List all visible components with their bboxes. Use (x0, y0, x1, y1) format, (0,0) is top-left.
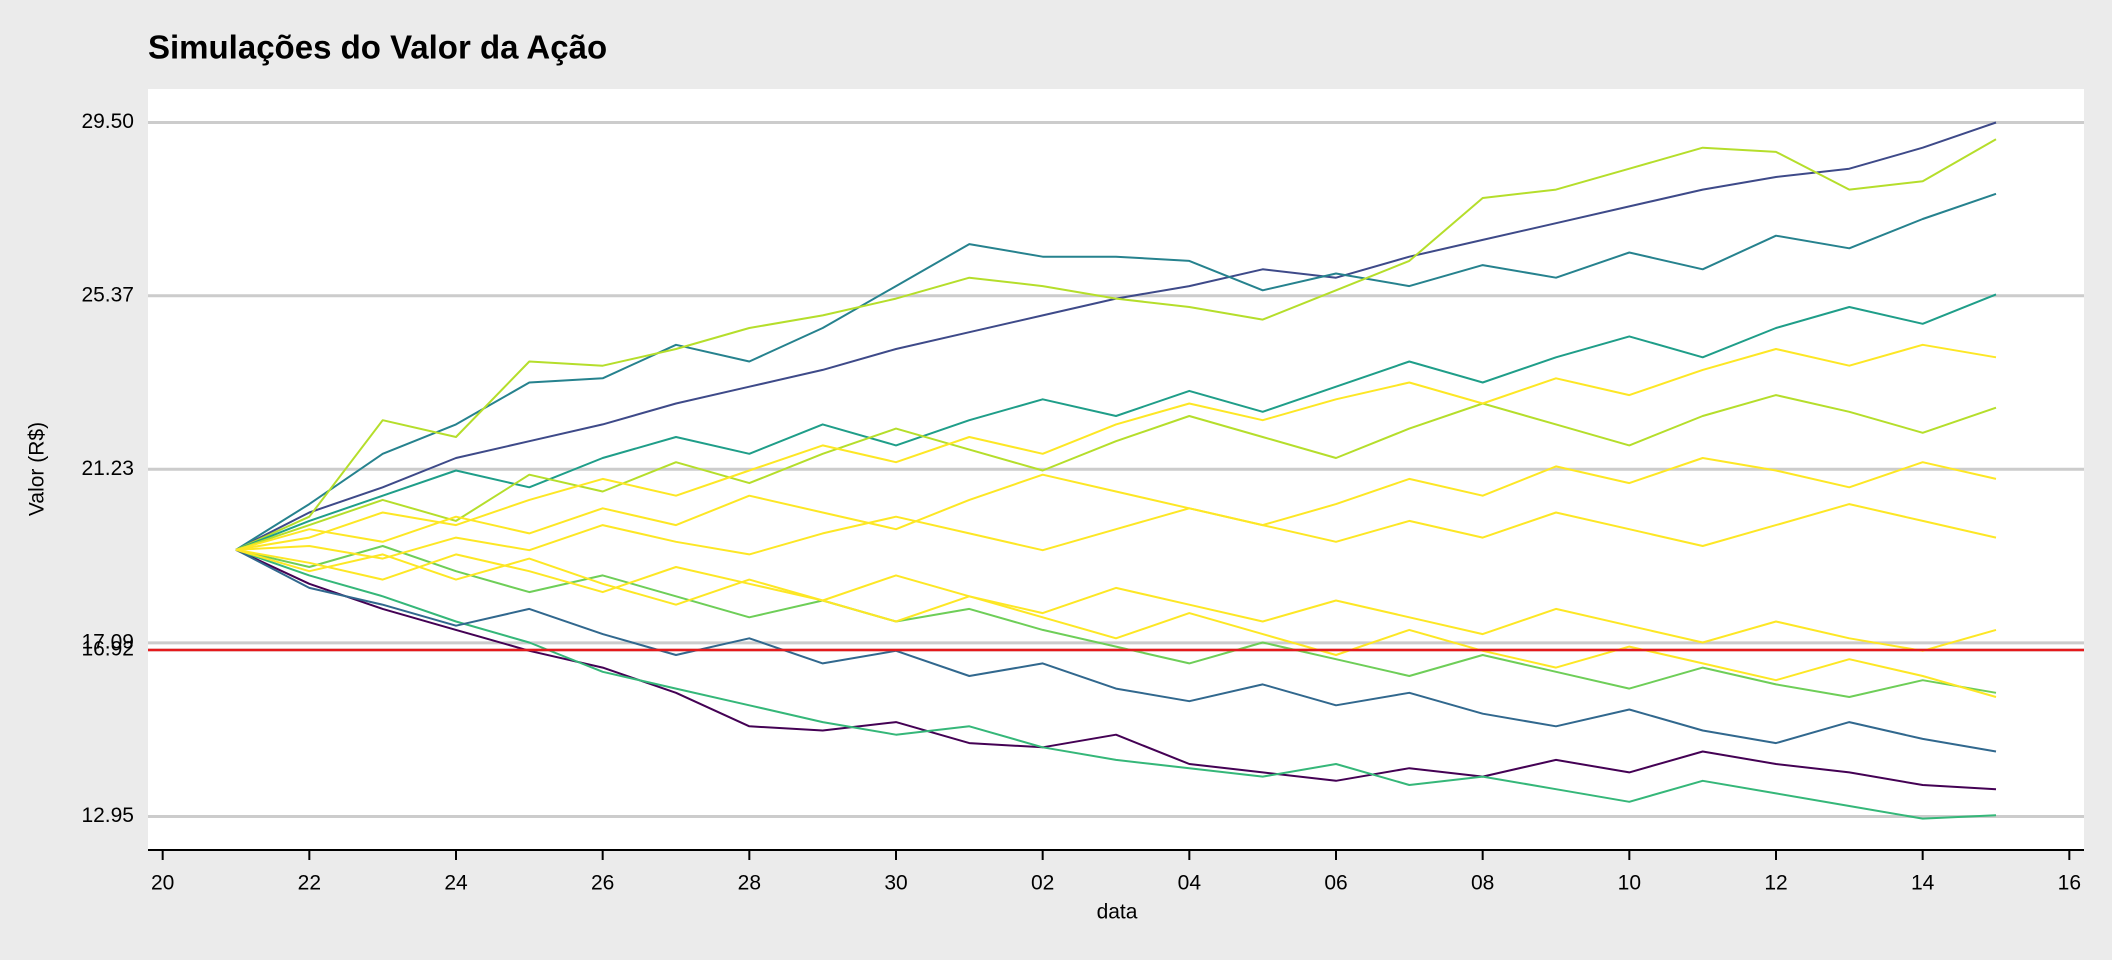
simulation-line (235, 503, 1997, 560)
x-tick-label: 10 (1618, 872, 1641, 895)
y-tick-label: 16.92 (81, 638, 134, 661)
x-tick-label: 28 (738, 872, 761, 895)
x-axis-label: data (1097, 901, 1138, 924)
x-tick-label: 06 (1324, 872, 1347, 895)
y-axis-label: Valor (R$) (26, 422, 49, 516)
simulation-line (235, 138, 1997, 551)
simulation-line (235, 293, 1997, 551)
x-tick-label: 26 (591, 872, 614, 895)
y-tick-label: 29.50 (81, 110, 134, 133)
chart-title: Simulações do Valor da Ação (148, 29, 607, 66)
simulation-line (235, 192, 1997, 551)
simulation-line (235, 457, 1997, 551)
simulation-line (235, 548, 1997, 698)
simulation-line (235, 548, 1997, 820)
x-tick-label: 30 (884, 872, 907, 895)
x-tick-label: 20 (151, 872, 174, 895)
y-tick-label: 25.37 (81, 283, 134, 306)
simulation-line (235, 394, 1997, 551)
x-tick-label: 12 (1764, 872, 1787, 895)
simulation-line (235, 548, 1997, 753)
y-tick-label: 12.95 (81, 804, 134, 827)
x-tick-label: 22 (298, 872, 321, 895)
x-tick-label: 24 (444, 872, 468, 895)
x-tick-label: 14 (1911, 872, 1935, 895)
x-tick-label: 08 (1471, 872, 1494, 895)
y-tick-label: 21.23 (81, 457, 134, 480)
simulation-line (235, 548, 1997, 652)
x-tick-label: 16 (2058, 872, 2081, 895)
simulation-line (235, 545, 1997, 698)
x-tick-label: 04 (1178, 872, 1202, 895)
simulation-line (235, 343, 1997, 551)
y-tick-label: 17.09 (81, 630, 134, 653)
x-tick-label: 02 (1031, 872, 1054, 895)
